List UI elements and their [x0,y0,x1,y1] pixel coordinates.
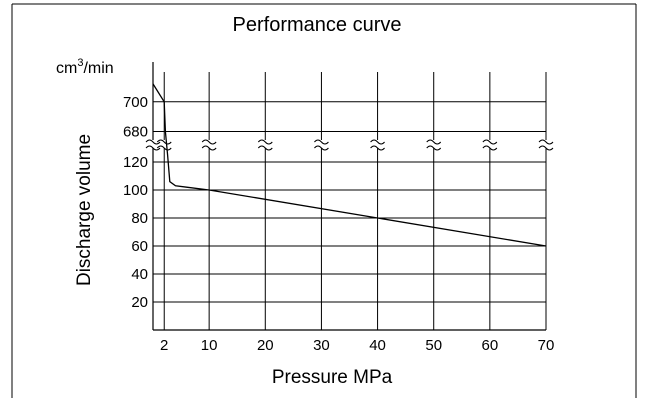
x-tick-label-30: 30 [313,337,330,354]
x-tick-label-70: 70 [538,337,555,354]
break-mark-5-0 [370,139,385,145]
series-0-upper-line [152,83,167,132]
y-tick-label-120: 120 [123,154,148,171]
y-unit-exponent: 3 [77,57,83,69]
break-mark-4-0 [314,139,329,145]
series [152,83,547,247]
break-mark-8-0 [538,139,554,145]
break-mark-6-1 [426,145,442,151]
x-tick-label-10: 10 [201,337,218,354]
break-mark-1-1 [156,145,172,151]
y-axis-title: Discharge volume [74,134,95,286]
axes [152,62,546,331]
break-mark-8-1 [538,145,554,151]
y-unit-base: cm [56,60,77,77]
axis-break-marks [145,139,554,151]
break-mark-7-0 [482,139,498,145]
break-mark-2-0 [201,139,217,145]
x-axis-title: Pressure MPa [272,367,393,388]
x-tick-label-50: 50 [425,337,442,354]
y-unit-tail: /min [83,60,113,77]
break-mark-7-1 [482,145,498,151]
y-tick-label-20: 20 [131,294,148,311]
x-tick-label-40: 40 [369,337,386,354]
y-tick-label-700: 700 [123,94,148,111]
y-axis-unit: cm3/min [56,57,114,77]
series-0-lower-line [166,154,547,247]
break-mark-2-1 [201,145,217,151]
break-mark-3-0 [257,139,273,145]
series-0-break-connector [164,131,169,156]
chart-title: Performance curve [233,14,402,36]
y-tick-label-100: 100 [123,182,148,199]
y-tick-labels: 20 40 60 80 100 120 680 700 [123,94,148,311]
break-mark-5-1 [370,145,385,151]
x-tick-labels: 2 10 20 30 40 50 60 70 [160,337,554,354]
break-mark-1-0 [156,139,172,145]
grid [153,72,547,330]
break-mark-3-1 [257,145,273,151]
break-mark-0-0 [145,139,161,145]
x-tick-label-60: 60 [482,337,499,354]
y-tick-label-680: 680 [123,124,148,141]
x-tick-label-2: 2 [160,337,168,354]
break-mark-6-0 [426,139,442,145]
y-tick-label-80: 80 [131,210,148,227]
y-tick-label-40: 40 [131,266,148,283]
x-tick-label-20: 20 [257,337,274,354]
y-tick-label-60: 60 [131,238,148,255]
break-mark-4-1 [314,145,329,151]
